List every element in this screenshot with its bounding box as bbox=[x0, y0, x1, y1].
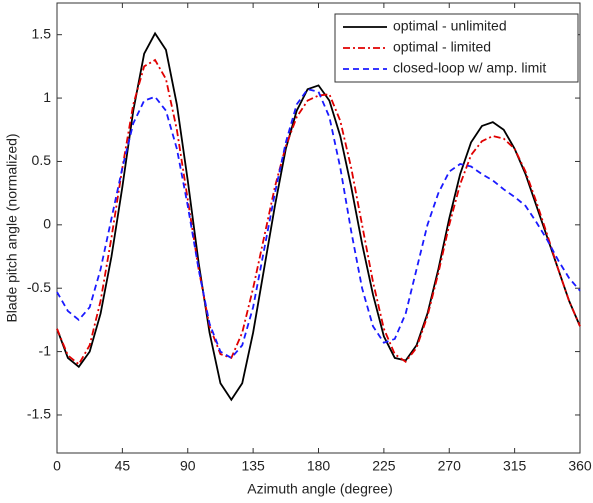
x-tick-label: 315 bbox=[503, 458, 527, 474]
y-tick-label: 1.5 bbox=[32, 25, 52, 41]
series-line bbox=[56, 31, 581, 402]
x-tick-label: 180 bbox=[307, 458, 331, 474]
x-tick-label: 225 bbox=[372, 458, 396, 474]
legend-label: optimal - unlimited bbox=[393, 18, 507, 34]
y-tick-label: 0 bbox=[43, 216, 51, 232]
legend-label: optimal - limited bbox=[393, 39, 491, 55]
x-tick-label: 270 bbox=[438, 458, 462, 474]
x-tick-label: 0 bbox=[53, 458, 61, 474]
x-tick-label: 45 bbox=[115, 458, 131, 474]
legend-label: closed-loop w/ amp. limit bbox=[393, 60, 546, 76]
y-tick-label: -0.5 bbox=[27, 279, 51, 295]
y-tick-label: 0.5 bbox=[32, 152, 52, 168]
series-line bbox=[56, 58, 581, 366]
y-tick-label: -1 bbox=[39, 342, 52, 358]
y-tick-label: 1 bbox=[43, 89, 51, 105]
y-axis-label: Blade pitch angle (normalized) bbox=[4, 133, 20, 322]
x-tick-label: 90 bbox=[180, 458, 196, 474]
x-axis-label: Azimuth angle (degree) bbox=[247, 481, 393, 497]
y-tick-label: -1.5 bbox=[27, 406, 51, 422]
x-tick-label: 360 bbox=[568, 458, 592, 474]
x-tick-label: 135 bbox=[241, 458, 265, 474]
